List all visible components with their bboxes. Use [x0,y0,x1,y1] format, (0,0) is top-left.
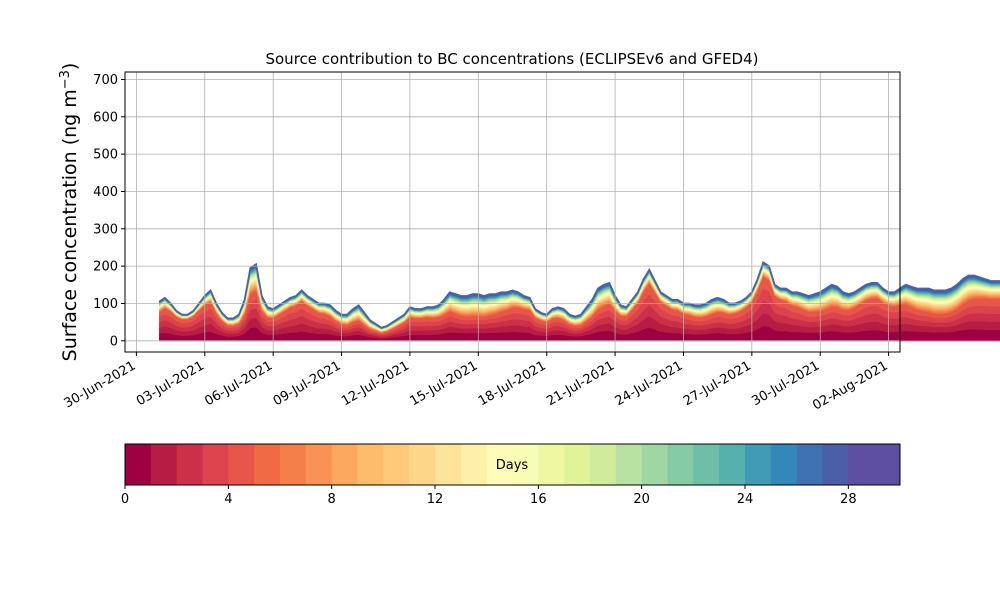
colorbar-swatch-17 [564,444,591,485]
colorbar-tick-label: 4 [224,492,232,507]
colorbar-swatch-10 [383,444,410,485]
colorbar-swatch-0 [125,444,152,485]
plot-frame [124,71,901,353]
colorbar-swatch-7 [305,444,333,485]
colorbar-swatch-6 [280,444,307,485]
days-colorbar: Days 0 4 8 12 16 20 24 28 [121,443,901,507]
y-axis-label: Surface concentration (ng m−3) [58,63,81,362]
y-tick-label: 0 [110,334,118,349]
colorbar-swatch-20 [641,444,668,485]
colorbar-swatch-2 [176,444,203,485]
colorbar-swatch-3 [202,444,229,485]
colorbar-swatch-21 [667,444,694,485]
colorbar-swatch-28 [848,444,875,485]
colorbar-swatch-23 [719,444,746,485]
grid-lines [125,72,900,352]
colorbar-frame [124,443,901,486]
colorbar-swatch-11 [409,444,436,485]
chart-title: Source contribution to BC concentrations… [265,50,758,68]
colorbar-swatch-13 [460,444,488,485]
y-tick-label: 700 [93,73,118,88]
colorbar-swatch-14 [486,444,513,485]
y-axis-label-text: Surface concentration (ng m [59,89,81,361]
colorbar-swatch-19 [615,444,643,485]
colorbar-swatch-24 [745,444,772,485]
colorbar-tick-label: 24 [737,492,754,507]
colorbar-swatch-9 [357,444,384,485]
y-tick-label: 500 [93,148,118,163]
colorbar-label: Days [496,458,529,473]
stack-band-day-0 [159,326,1000,341]
colorbar-tick-label: 8 [328,492,336,507]
total-outline [158,261,1000,329]
colorbar-tick-label: 16 [530,492,547,507]
colorbar-tick-label: 28 [840,492,857,507]
colorbar-swatches [125,444,901,485]
colorbar-tick-label: 20 [633,492,650,507]
colorbar-tick-label: 12 [427,492,444,507]
colorbar-swatch-1 [150,444,178,485]
y-tick-label: 200 [93,260,118,275]
y-tick-label: 100 [93,297,118,312]
colorbar-tick-label: 0 [121,492,129,507]
colorbar-swatch-15 [512,444,539,485]
colorbar-swatch-8 [331,444,358,485]
y-tick-label: 400 [93,185,118,200]
y-axis: 0 100 200 300 400 500 600 700 [93,73,125,349]
y-tick-label: 600 [93,110,118,125]
colorbar-swatch-5 [254,444,281,485]
y-tick-label: 300 [93,222,118,237]
colorbar-ticks: 0 4 8 12 16 20 24 28 [121,485,857,507]
colorbar-swatch-22 [693,444,720,485]
colorbar-swatch-27 [822,444,849,485]
colorbar-swatch-12 [435,444,462,485]
colorbar-swatch-25 [770,444,798,485]
y-axis-label-close: ) [59,63,81,70]
colorbar-swatch-18 [590,444,617,485]
colorbar-swatch-29 [874,444,901,485]
colorbar-swatch-26 [796,444,823,485]
colorbar-swatch-16 [538,444,565,485]
colorbar-swatch-4 [228,444,255,485]
y-axis-label-superscript: −3 [58,70,73,89]
stacked-areas [158,261,1000,342]
